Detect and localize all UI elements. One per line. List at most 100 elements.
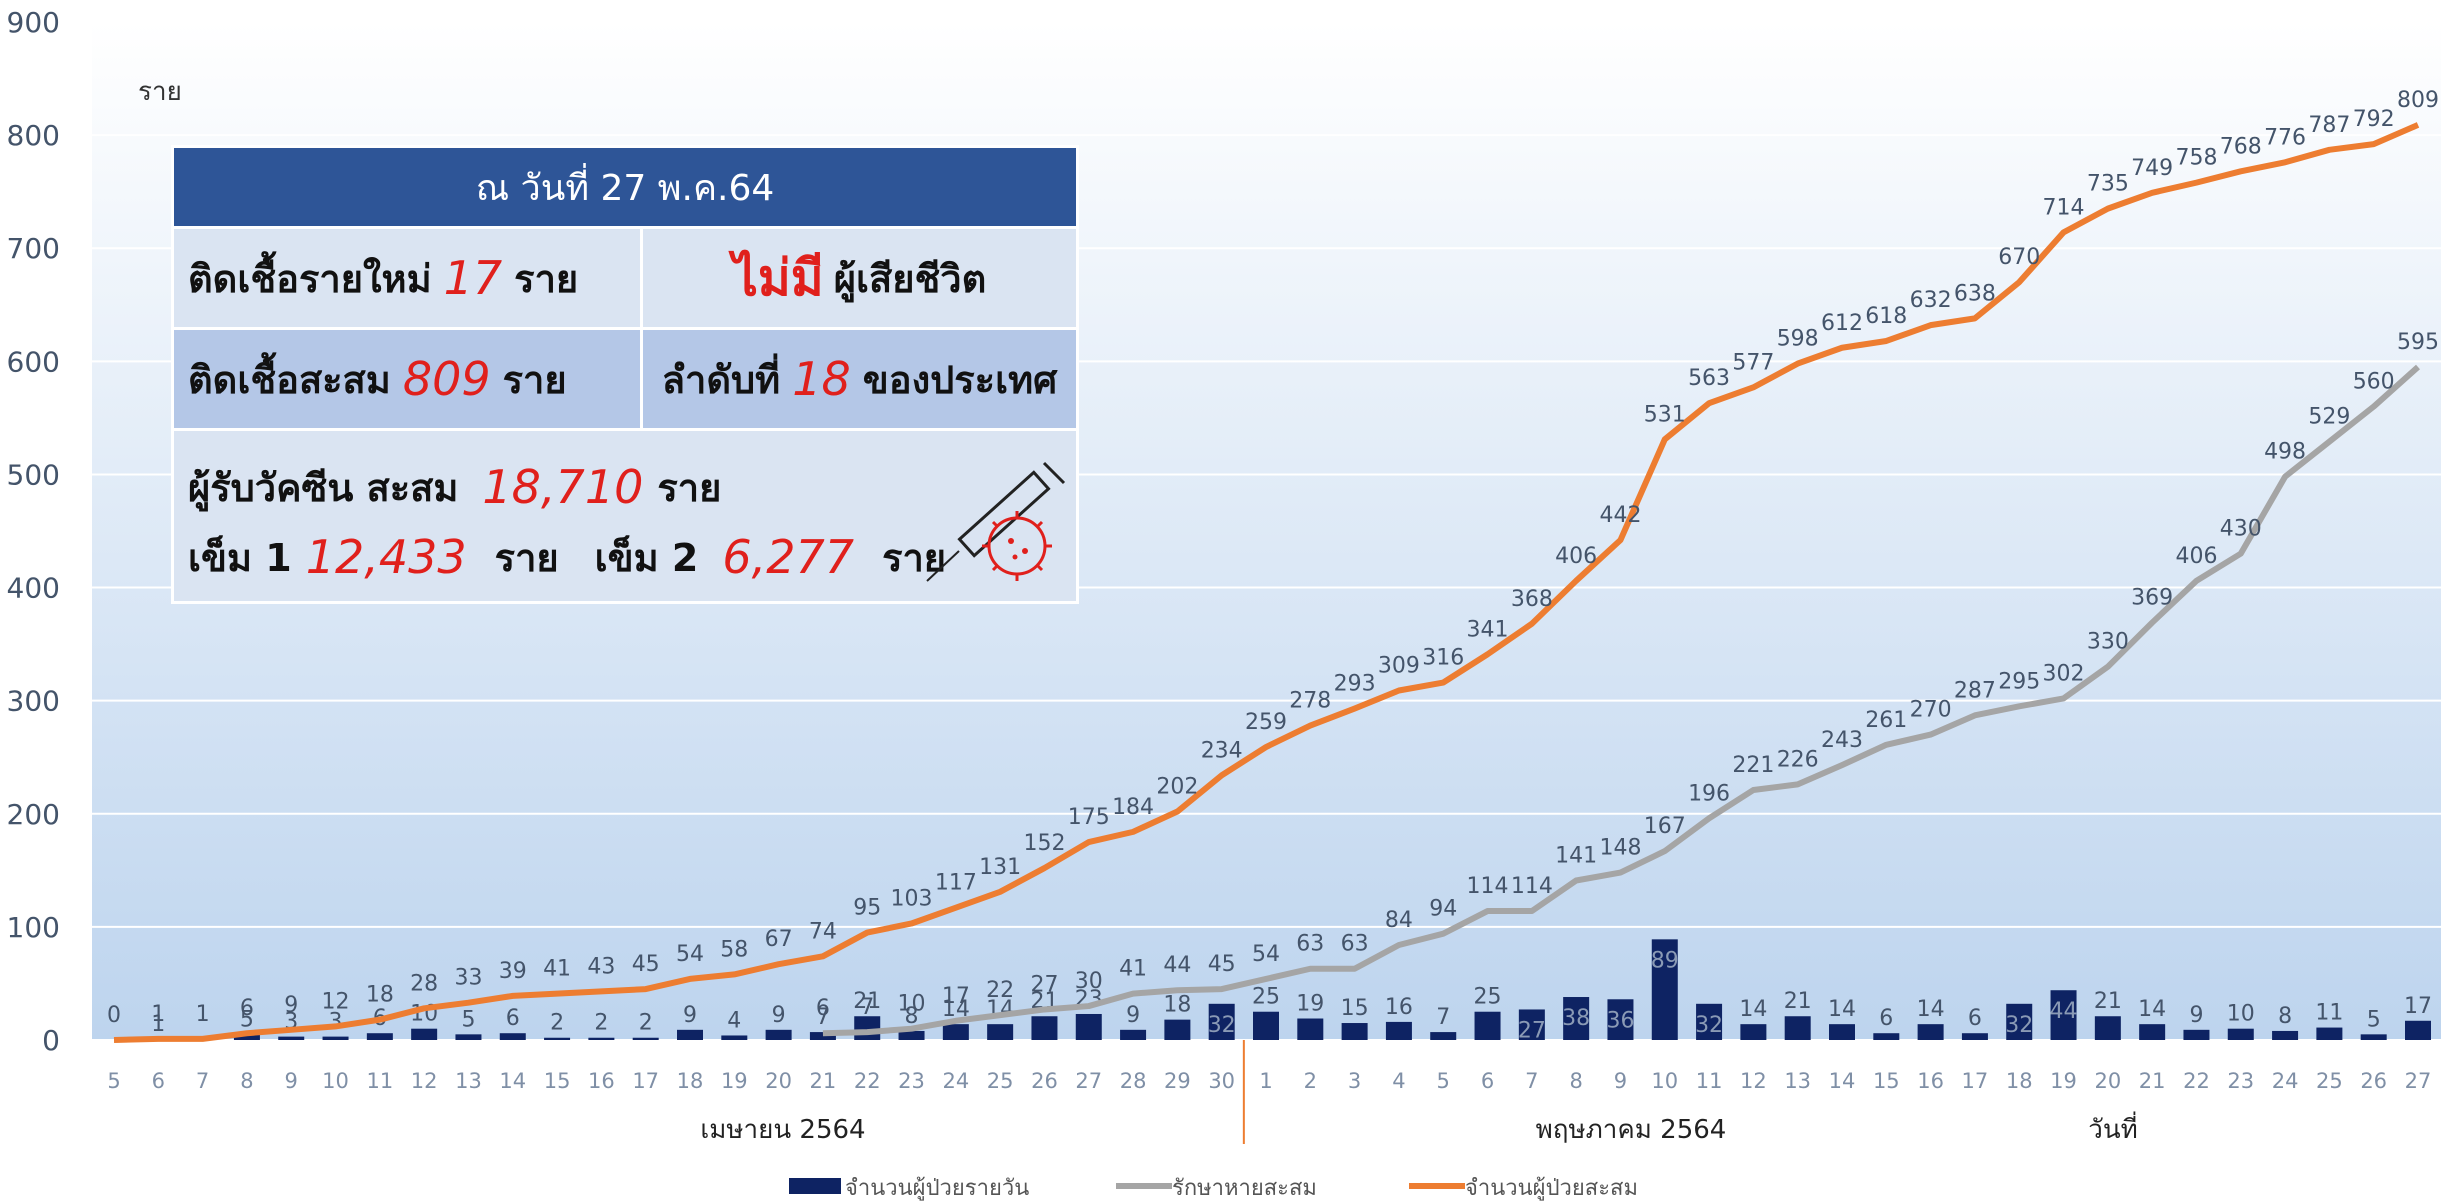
bar-label: 25 — [1252, 985, 1280, 1010]
point-label: 22 — [986, 978, 1014, 1003]
bar-label: 32 — [2005, 1013, 2033, 1038]
bar-label: 32 — [1208, 1013, 1236, 1038]
point-label: 74 — [809, 919, 837, 944]
bar-label: 8 — [2278, 1004, 2292, 1029]
bar — [1031, 1016, 1058, 1040]
bar-label: 25 — [1474, 985, 1502, 1010]
y-tick-label: 700 — [7, 232, 60, 265]
bar-label: 9 — [683, 1003, 697, 1028]
point-label: 84 — [1385, 908, 1413, 933]
bar-label: 6 — [1968, 1006, 1982, 1031]
bar — [1341, 1023, 1368, 1040]
x-tick-label: 10 — [322, 1069, 349, 1093]
x-tick-label: 8 — [240, 1069, 253, 1093]
x-tick-label: 19 — [2050, 1069, 2077, 1093]
point-label: 43 — [587, 954, 615, 979]
x-tick-label: 1 — [1259, 1069, 1272, 1093]
series-line — [113, 122, 2420, 1043]
bar-label: 14 — [2138, 997, 2166, 1022]
point-label: 341 — [1467, 617, 1509, 642]
x-tick-label: 6 — [1481, 1069, 1494, 1093]
bar — [2316, 1027, 2343, 1040]
y-tick-label: 500 — [7, 458, 60, 491]
bar — [1961, 1033, 1988, 1040]
bar-label: 21 — [853, 989, 881, 1014]
x-tick-label: 5 — [107, 1069, 120, 1093]
label: ลำดับที่ — [661, 357, 781, 402]
point-label: 618 — [1865, 304, 1907, 329]
bar-label: 21 — [2094, 989, 2122, 1014]
bar — [588, 1037, 615, 1040]
point-label: 309 — [1378, 653, 1420, 678]
point-label: 6 — [240, 996, 254, 1021]
bar-label: 5 — [240, 1007, 254, 1032]
bar — [721, 1035, 748, 1040]
point-label: 33 — [454, 966, 482, 991]
x-tick-label: 19 — [721, 1069, 748, 1093]
point-label: 632 — [1910, 288, 1952, 313]
x-tick-label: 27 — [2405, 1069, 2432, 1093]
point-label: 141 — [1555, 844, 1597, 869]
x-tick-label: 25 — [2316, 1069, 2343, 1093]
bar — [2139, 1024, 2166, 1040]
x-tick-label: 21 — [2139, 1069, 2166, 1093]
x-tick-label: 22 — [854, 1069, 881, 1093]
point-label: 95 — [853, 896, 881, 921]
bar — [366, 1033, 393, 1040]
point-label: 1 — [151, 1002, 165, 1027]
bar — [2050, 990, 2077, 1040]
x-tick-label: 16 — [588, 1069, 615, 1093]
point-label: 114 — [1511, 874, 1553, 899]
value: 18,710 — [482, 460, 644, 514]
x-group-label: เมษายน 2564 — [700, 1115, 865, 1145]
bar — [765, 1029, 792, 1040]
bar-label: 21 — [1784, 989, 1812, 1014]
new-cases: ติดเชื้อรายใหม่ 17 ราย — [174, 226, 643, 327]
point-label: 792 — [2353, 107, 2395, 132]
point-label: 221 — [1732, 753, 1774, 778]
vaccine: ผู้รับวัคซีน สะสม 18,710 ราย เข็ม 1 12,433 ร… — [174, 428, 1076, 601]
info-title: ณ วันที่ 27 พ.ค.64 — [174, 148, 1076, 226]
point-label: 10 — [898, 992, 926, 1017]
bar-label: 17 — [2404, 994, 2432, 1019]
point-label: 175 — [1068, 805, 1110, 830]
x-tick-label: 8 — [1569, 1069, 1582, 1093]
point-label: 243 — [1821, 728, 1863, 753]
point-label: 577 — [1732, 350, 1774, 375]
bar — [2227, 1028, 2254, 1040]
unit-label: ราย — [138, 77, 182, 107]
bar — [1829, 1024, 1855, 1040]
point-label: 406 — [1555, 544, 1597, 569]
x-tick-label: 27 — [1075, 1069, 1102, 1093]
point-label: 776 — [2264, 125, 2306, 150]
x-tick-label: 2 — [1304, 1069, 1317, 1093]
point-label: 498 — [2264, 440, 2306, 465]
x-tick-label: 10 — [1651, 1069, 1678, 1093]
x-tick-label: 13 — [455, 1069, 482, 1093]
bar-label: 2 — [594, 1011, 608, 1036]
point-label: 30 — [1075, 969, 1103, 994]
bar — [1607, 999, 1634, 1040]
x-tick-label: 4 — [1392, 1069, 1405, 1093]
x-tick-label: 15 — [544, 1069, 571, 1093]
point-label: 167 — [1644, 814, 1686, 839]
bar — [278, 1036, 305, 1040]
bar — [1120, 1029, 1147, 1040]
bar — [1740, 1024, 1767, 1040]
x-tick-label: 3 — [1348, 1069, 1361, 1093]
x-tick-label: 12 — [1740, 1069, 1767, 1093]
point-label: 261 — [1865, 708, 1907, 733]
point-label: 735 — [2087, 172, 2129, 197]
bar-label: 9 — [772, 1003, 786, 1028]
bar — [2272, 1030, 2299, 1040]
vaccine-icon — [926, 461, 1066, 582]
x-tick-label: 7 — [1525, 1069, 1538, 1093]
x-tick-label: 21 — [810, 1069, 837, 1093]
point-label: 560 — [2353, 370, 2395, 395]
unit: ราย — [494, 535, 559, 580]
x-tick-label: 25 — [987, 1069, 1014, 1093]
label: ติดเชื้อรายใหม่ — [188, 256, 432, 301]
x-tick-label: 7 — [196, 1069, 209, 1093]
bar-label: 38 — [1562, 1006, 1590, 1031]
